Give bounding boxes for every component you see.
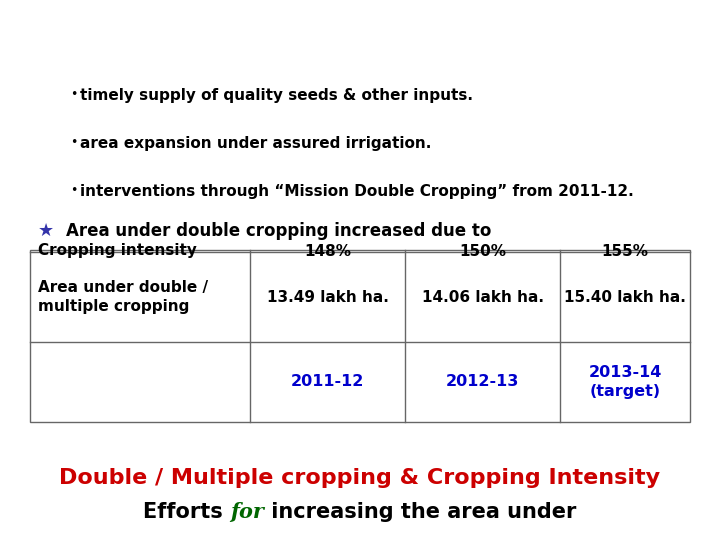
Text: increasing the area under: increasing the area under bbox=[264, 502, 577, 522]
Text: ★: ★ bbox=[38, 222, 54, 240]
Text: 2012-13: 2012-13 bbox=[446, 375, 519, 389]
Text: 15.40 lakh ha.: 15.40 lakh ha. bbox=[564, 289, 686, 305]
Text: •: • bbox=[70, 136, 77, 149]
Text: 14.06 lakh ha.: 14.06 lakh ha. bbox=[421, 289, 544, 305]
Text: 2011-12: 2011-12 bbox=[291, 375, 364, 389]
Text: 13.49 lakh ha.: 13.49 lakh ha. bbox=[266, 289, 388, 305]
Text: timely supply of quality seeds & other inputs.: timely supply of quality seeds & other i… bbox=[80, 88, 473, 103]
Text: Efforts: Efforts bbox=[143, 502, 230, 522]
Bar bbox=[30, 250, 690, 422]
Text: Area under double /
multiple cropping: Area under double / multiple cropping bbox=[38, 280, 208, 314]
Text: interventions through “Mission Double Cropping” from 2011-12.: interventions through “Mission Double Cr… bbox=[80, 184, 634, 199]
Text: 150%: 150% bbox=[459, 244, 506, 259]
Text: Double / Multiple cropping & Cropping Intensity: Double / Multiple cropping & Cropping In… bbox=[60, 468, 660, 488]
Text: Area under double cropping increased due to: Area under double cropping increased due… bbox=[66, 222, 491, 240]
Text: for: for bbox=[230, 502, 264, 522]
Text: 155%: 155% bbox=[601, 244, 649, 259]
Text: 2013-14
(target): 2013-14 (target) bbox=[588, 365, 662, 399]
Text: 148%: 148% bbox=[304, 244, 351, 259]
Text: •: • bbox=[70, 184, 77, 197]
Text: •: • bbox=[70, 88, 77, 101]
Text: area expansion under assured irrigation.: area expansion under assured irrigation. bbox=[80, 136, 431, 151]
Text: Cropping intensity: Cropping intensity bbox=[38, 244, 197, 259]
